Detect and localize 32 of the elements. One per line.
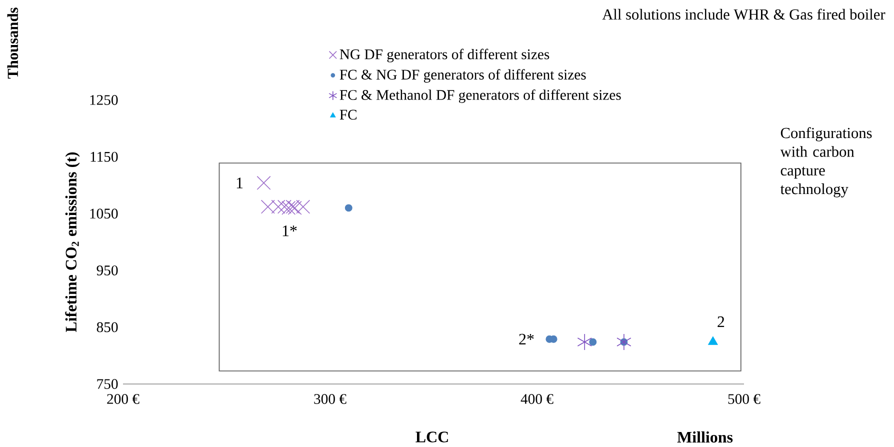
point <box>277 200 292 214</box>
annotation: 1 <box>236 178 243 188</box>
point <box>344 204 352 212</box>
legend-label: NG DF generators of different sizes <box>340 48 550 62</box>
point <box>708 336 718 345</box>
text: Configurations with carbon capture technology <box>780 127 872 198</box>
y-tick-label: 1050 <box>90 208 118 219</box>
legend-label: FC & NG DF generators of different sizes <box>340 69 586 83</box>
annotation: 1* <box>282 226 297 236</box>
y-axis-title: Lifetime CO$_{2}$ emissions (t) <box>65 152 80 332</box>
point <box>256 176 271 190</box>
y-tick-label: 950 <box>96 265 118 276</box>
point <box>616 334 632 350</box>
x-tick-label: 300 € <box>314 394 346 404</box>
x-tick-label: 200 € <box>107 394 140 404</box>
annotation: 2* <box>519 334 534 344</box>
y-tick-label: 1150 <box>90 152 118 162</box>
text: Thousands <box>7 8 18 79</box>
point <box>577 334 592 350</box>
text: Millions <box>677 431 733 443</box>
y-tick-label: 750 <box>97 379 118 389</box>
point <box>260 200 275 214</box>
y-tick-label: 850 <box>96 322 118 332</box>
legend-label: FC & Methanol DF generators of different sizes <box>340 89 621 103</box>
x-tick-label: 500 € <box>728 394 760 404</box>
x-tick-label: 400 € <box>520 394 554 404</box>
chart-title: All solutions include WHR & Gas fired boiler <box>602 8 886 20</box>
annotation: 2 <box>718 316 724 328</box>
legend-label: FC <box>340 110 357 120</box>
y-tick-label: 1250 <box>90 95 118 105</box>
x-axis-title: LCC <box>416 432 448 442</box>
point <box>589 338 597 346</box>
